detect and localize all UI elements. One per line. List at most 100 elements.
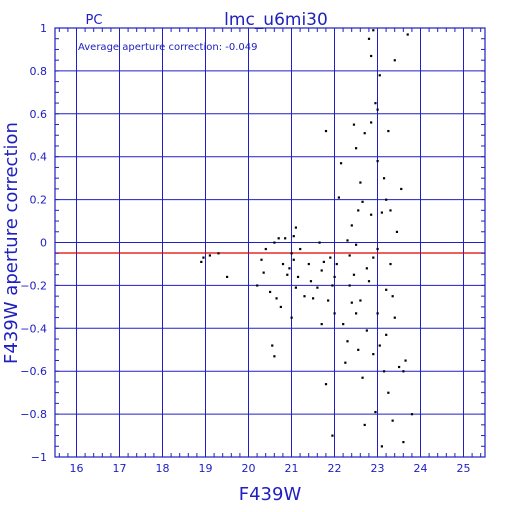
data-point	[329, 256, 332, 259]
data-point	[361, 376, 364, 379]
y-tick-label: −0.2	[20, 279, 47, 292]
data-point	[391, 419, 394, 422]
data-point	[376, 159, 379, 163]
data-point	[367, 280, 371, 283]
data-point	[370, 213, 373, 216]
data-point	[380, 211, 383, 214]
data-point	[374, 102, 377, 105]
data-point	[331, 434, 334, 437]
data-point	[365, 267, 368, 270]
data-point	[316, 286, 319, 289]
x-tick-label: 18	[156, 462, 170, 475]
data-point	[370, 121, 373, 124]
data-point	[376, 312, 379, 315]
data-point	[372, 256, 375, 259]
data-point	[292, 258, 295, 261]
y-tick-label: 0.6	[30, 108, 48, 121]
data-point	[348, 254, 351, 257]
data-point	[226, 275, 229, 279]
data-point	[389, 262, 392, 266]
data-point	[294, 226, 297, 229]
data-point	[372, 353, 375, 356]
data-point	[406, 33, 409, 36]
data-point	[378, 344, 381, 347]
y-tick-label: −0.6	[20, 365, 47, 378]
x-tick-label: 16	[70, 462, 84, 475]
data-point	[264, 247, 267, 251]
data-point	[385, 288, 388, 291]
data-point	[324, 129, 328, 133]
y-tick-label: 1	[40, 22, 47, 35]
data-point	[312, 297, 315, 300]
data-point	[327, 299, 330, 302]
data-point	[367, 37, 371, 40]
data-point	[200, 260, 203, 264]
data-point	[372, 29, 375, 32]
data-point	[335, 262, 338, 266]
data-point	[387, 391, 390, 394]
data-point	[307, 262, 310, 266]
data-point	[400, 187, 403, 191]
data-point	[355, 312, 358, 315]
data-point	[286, 273, 289, 276]
data-point	[355, 147, 358, 150]
data-point	[361, 200, 364, 203]
data-point	[389, 209, 392, 212]
data-point	[350, 224, 353, 227]
y-tick-label: 0.2	[30, 194, 48, 207]
data-point	[320, 269, 323, 272]
data-point	[357, 348, 360, 351]
x-tick-label: 25	[457, 462, 471, 475]
pc-label: PC	[86, 13, 103, 28]
data-point	[292, 235, 295, 238]
data-point	[333, 275, 336, 279]
y-tick-label: 0.4	[30, 151, 48, 164]
data-point	[275, 297, 278, 300]
x-axis-label: F439W	[239, 484, 302, 505]
y-tick-label: 0	[40, 237, 47, 250]
data-point	[387, 129, 390, 133]
data-point	[348, 284, 351, 287]
data-point	[296, 275, 300, 279]
data-point	[385, 333, 388, 336]
data-point	[281, 262, 285, 266]
data-point	[288, 267, 291, 270]
data-point	[331, 284, 334, 287]
data-point	[320, 323, 323, 326]
data-point	[262, 271, 265, 274]
x-tick-label: 20	[242, 462, 256, 475]
data-point	[284, 237, 287, 240]
data-point	[322, 260, 325, 264]
tick-marks	[55, 28, 485, 457]
data-point	[346, 340, 349, 343]
data-point	[217, 252, 220, 255]
data-point	[382, 177, 386, 180]
data-point	[333, 312, 336, 315]
tick-labels: 16 17 18 19 20 21 22 23 24 25 −1 −0.8 −0.6 −0.4 −0.2 0 0…	[20, 22, 470, 475]
data-point	[324, 383, 328, 386]
x-tick-label: 19	[199, 462, 213, 475]
data-point	[350, 301, 353, 304]
data-point	[393, 59, 396, 62]
data-point	[260, 258, 263, 261]
data-point	[346, 239, 349, 242]
data-point	[391, 295, 394, 298]
y-tick-label: −0.4	[20, 322, 47, 335]
data-point	[303, 295, 306, 298]
data-point	[290, 252, 293, 255]
data-point	[277, 237, 280, 240]
data-points	[200, 29, 414, 448]
data-point	[271, 344, 274, 347]
data-point	[279, 305, 282, 309]
data-point	[404, 359, 407, 362]
data-point	[359, 299, 362, 302]
data-point	[402, 440, 405, 444]
data-point	[402, 370, 405, 373]
data-point	[365, 329, 368, 332]
data-point	[256, 284, 259, 287]
data-point	[359, 181, 362, 184]
data-point	[337, 196, 340, 199]
data-point	[410, 413, 414, 416]
data-point	[380, 445, 383, 448]
data-point	[363, 132, 366, 135]
